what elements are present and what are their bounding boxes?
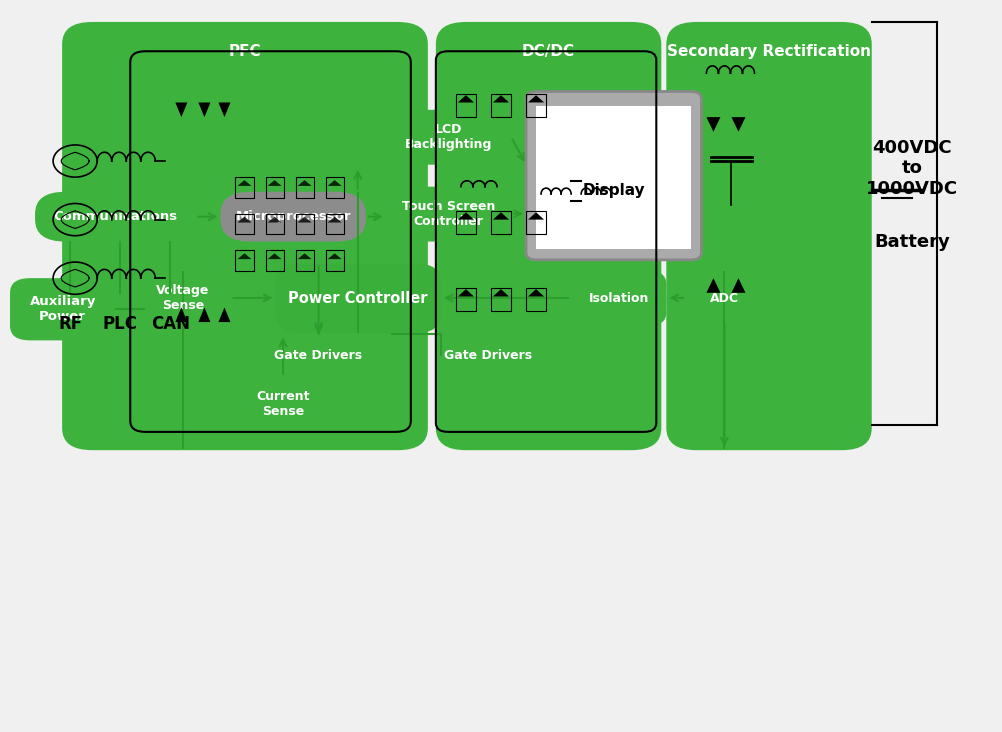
Polygon shape	[706, 278, 720, 293]
FancyBboxPatch shape	[386, 110, 511, 165]
Polygon shape	[175, 102, 187, 117]
FancyBboxPatch shape	[220, 192, 366, 242]
Polygon shape	[237, 253, 252, 259]
FancyBboxPatch shape	[10, 278, 115, 340]
FancyBboxPatch shape	[386, 187, 511, 242]
FancyBboxPatch shape	[135, 271, 230, 326]
Polygon shape	[731, 278, 745, 293]
Polygon shape	[268, 253, 282, 259]
Polygon shape	[493, 289, 509, 296]
Polygon shape	[706, 117, 720, 132]
Text: Microprocessor: Microprocessor	[235, 210, 351, 223]
Text: Communications: Communications	[53, 210, 177, 223]
Text: LCD
Backlighting: LCD Backlighting	[405, 123, 492, 152]
Polygon shape	[268, 217, 282, 223]
FancyBboxPatch shape	[276, 264, 441, 333]
Polygon shape	[493, 95, 509, 102]
Polygon shape	[493, 212, 509, 220]
Polygon shape	[268, 180, 282, 186]
Text: Touch Screen
Controller: Touch Screen Controller	[402, 200, 495, 228]
Text: Gate Drivers: Gate Drivers	[275, 349, 362, 362]
FancyBboxPatch shape	[536, 106, 691, 249]
Polygon shape	[328, 253, 342, 259]
Text: Secondary Rectification: Secondary Rectification	[667, 44, 871, 59]
FancyBboxPatch shape	[62, 22, 428, 450]
Text: PLC: PLC	[103, 315, 137, 333]
Text: RF: RF	[58, 315, 82, 333]
Polygon shape	[458, 95, 474, 102]
FancyBboxPatch shape	[436, 335, 541, 377]
Text: CAN: CAN	[151, 315, 189, 333]
Text: Power Controller: Power Controller	[289, 291, 428, 306]
Polygon shape	[198, 102, 210, 117]
Polygon shape	[218, 102, 230, 117]
FancyBboxPatch shape	[526, 92, 701, 260]
Polygon shape	[528, 289, 544, 296]
Polygon shape	[198, 307, 210, 322]
FancyBboxPatch shape	[235, 377, 331, 432]
FancyBboxPatch shape	[666, 22, 872, 450]
Polygon shape	[237, 180, 252, 186]
Text: PFC: PFC	[228, 44, 262, 59]
FancyBboxPatch shape	[686, 271, 762, 326]
FancyBboxPatch shape	[266, 335, 371, 377]
Text: Voltage
Sense: Voltage Sense	[156, 284, 209, 313]
Polygon shape	[528, 95, 544, 102]
Text: Battery: Battery	[874, 233, 950, 250]
Polygon shape	[458, 212, 474, 220]
Polygon shape	[298, 217, 312, 223]
Text: ADC: ADC	[709, 292, 738, 305]
Polygon shape	[731, 117, 745, 132]
Polygon shape	[528, 212, 544, 220]
Polygon shape	[328, 217, 342, 223]
FancyBboxPatch shape	[35, 192, 195, 242]
Text: Display: Display	[582, 183, 645, 198]
Polygon shape	[298, 180, 312, 186]
Polygon shape	[237, 217, 252, 223]
Text: Current
Sense: Current Sense	[257, 390, 310, 419]
Text: Auxiliary
Power: Auxiliary Power	[29, 295, 96, 324]
Polygon shape	[218, 307, 230, 322]
Polygon shape	[458, 289, 474, 296]
Polygon shape	[175, 307, 187, 322]
Text: Isolation: Isolation	[588, 292, 649, 305]
FancyBboxPatch shape	[571, 271, 666, 326]
FancyBboxPatch shape	[436, 22, 661, 450]
Text: 400VDC
to
1000VDC: 400VDC to 1000VDC	[866, 138, 958, 198]
Polygon shape	[328, 180, 342, 186]
Polygon shape	[298, 253, 312, 259]
Text: DC/DC: DC/DC	[522, 44, 575, 59]
Text: Gate Drivers: Gate Drivers	[445, 349, 532, 362]
